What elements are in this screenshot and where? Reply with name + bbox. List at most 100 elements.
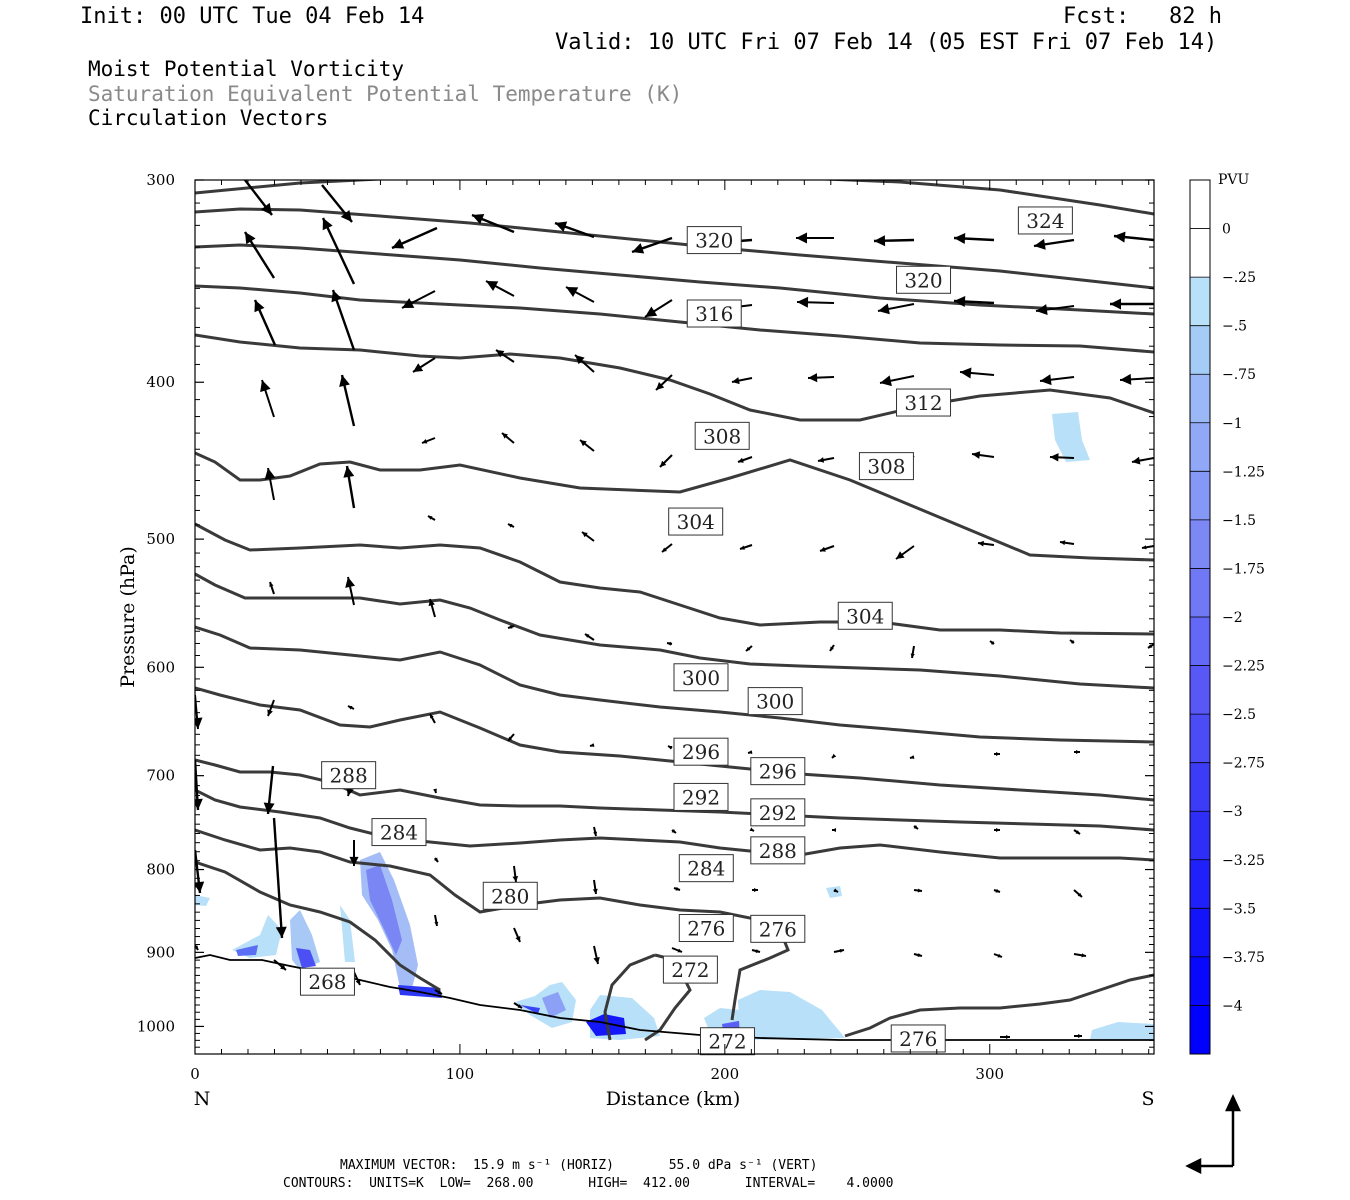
footer-contour-info: CONTOURS: UNITS=K LOW= 268.00 HIGH= 412.…: [283, 1176, 894, 1191]
contour-label: 272: [671, 958, 709, 982]
contour-label: 324: [1026, 209, 1064, 233]
contour-label-box: [668, 507, 724, 536]
vector-head: [746, 646, 751, 651]
vector-head: [1148, 644, 1153, 648]
vector-head: [913, 825, 918, 829]
vector-head: [996, 752, 1000, 756]
vector-head: [667, 641, 672, 646]
contour-label-box: [750, 798, 806, 827]
colorbar-label: −2.25: [1222, 659, 1265, 675]
contour-label-box: [686, 226, 742, 255]
y-axis-label: Pressure (hPa): [117, 546, 139, 688]
vector-head: [832, 753, 837, 758]
vector-head: [593, 957, 600, 964]
colorbar-swatch: [1190, 519, 1210, 569]
colorbar-label: −3.75: [1222, 950, 1265, 966]
contour-label-box: [482, 881, 538, 910]
vector-head: [340, 209, 352, 222]
colorbar-swatch: [1190, 665, 1210, 715]
vector-head: [1050, 453, 1059, 462]
vector-head: [1040, 374, 1052, 386]
vector-head: [413, 363, 424, 372]
contour-label-box: [662, 955, 718, 984]
contour-label-box: [371, 818, 427, 847]
contour-label-box: [1017, 206, 1073, 235]
vector-head: [839, 948, 844, 953]
y-tick-label: 800: [146, 861, 175, 879]
vector-head: [580, 440, 587, 447]
vector-head: [978, 540, 984, 547]
vector-head: [195, 945, 198, 950]
vector-head: [917, 888, 922, 893]
contour-label: 284: [380, 821, 418, 845]
colorbar-swatch: [1190, 471, 1210, 521]
contour-line: [195, 686, 1154, 802]
vector-head: [832, 828, 836, 832]
vector-head: [1006, 1035, 1010, 1039]
colorbar-swatch: [1190, 228, 1210, 278]
vector-head: [496, 350, 505, 358]
vector-head: [820, 546, 826, 552]
vector-head: [1120, 373, 1132, 385]
vector-head: [434, 857, 438, 862]
contour-label-box: [896, 388, 952, 417]
vector-head: [254, 300, 265, 313]
vector-head: [582, 532, 588, 538]
mpv-patch: [738, 990, 845, 1040]
contour-label-box: [673, 663, 729, 692]
vector-head: [349, 856, 359, 866]
vector-head: [830, 646, 834, 651]
contour-label-box: [750, 836, 806, 865]
vector-head: [339, 375, 350, 387]
vector-head: [755, 949, 760, 953]
vector-head: [754, 888, 758, 892]
vector-head: [428, 599, 435, 607]
mpv-patch: [236, 945, 258, 956]
contour-labels: 324 320 320 316 312 308 308 304 304 300 300 296 296 2…: [299, 206, 1073, 1056]
vector-shaft: [321, 217, 356, 285]
colorbar-swatch: [1190, 811, 1210, 861]
vector-head: [245, 232, 256, 245]
vector-head: [1132, 456, 1141, 465]
mpv-patch: [290, 910, 320, 970]
vector-head: [910, 653, 915, 658]
contour-label: 304: [846, 604, 884, 628]
contour-line: [195, 451, 1154, 562]
forecast-hour: Fcst: 82 h: [1063, 4, 1222, 29]
contour-label: 312: [904, 391, 942, 415]
y-tick-label: 300: [146, 171, 175, 189]
colorbar-swatch: [1190, 956, 1210, 1006]
mpv-patch: [232, 915, 282, 958]
colorbar-units: PVU: [1218, 172, 1250, 188]
vector-head: [1114, 231, 1126, 243]
vector-head: [590, 743, 595, 747]
vector-head: [677, 948, 682, 953]
vector-head: [269, 582, 274, 587]
vector-head: [566, 287, 579, 298]
vector-head: [732, 377, 740, 385]
title-theta-es: Saturation Equivalent Potential Temperat…: [88, 82, 683, 106]
y-tick-label: 900: [146, 943, 175, 961]
vector-head: [662, 547, 667, 552]
mpv-patch: [296, 948, 316, 968]
vector-head: [645, 306, 658, 317]
contour-label: 296: [682, 740, 720, 764]
vector-head: [740, 545, 745, 550]
vector-shaft: [272, 817, 284, 939]
vector-head: [263, 802, 275, 814]
vector-head: [797, 296, 809, 308]
colorbar-swatch: [1190, 277, 1210, 327]
contour-label: 272: [708, 1030, 746, 1054]
vector-head: [434, 921, 439, 926]
y-tick-label: 600: [146, 658, 175, 676]
vector-head: [1077, 892, 1082, 897]
title-mpv: Moist Potential Vorticity: [88, 57, 405, 81]
valid-time: Valid: 10 UTC Fri 07 Feb 14 (05 EST Fri …: [555, 30, 1218, 55]
vector-head: [260, 380, 271, 393]
x-tick-label: 300: [975, 1065, 1004, 1083]
vector-head: [264, 468, 276, 480]
y-tick-label: 700: [146, 767, 175, 785]
contour-label-box: [858, 452, 914, 481]
vector-head: [355, 979, 361, 985]
